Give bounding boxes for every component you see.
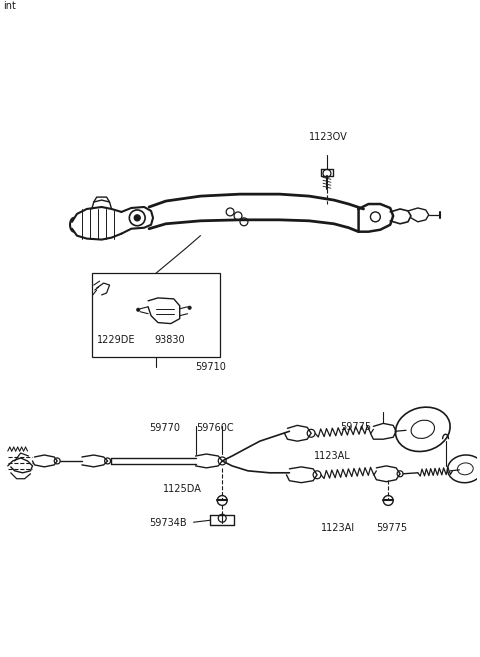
Circle shape bbox=[188, 306, 191, 309]
Text: 59775: 59775 bbox=[340, 422, 371, 432]
Text: 1123AL: 1123AL bbox=[314, 451, 351, 461]
Circle shape bbox=[134, 215, 140, 221]
Bar bbox=[92, 273, 220, 357]
Text: 59775: 59775 bbox=[376, 523, 408, 533]
Text: 93830: 93830 bbox=[154, 335, 185, 346]
Text: 1123AI: 1123AI bbox=[321, 523, 355, 533]
Text: 1123OV: 1123OV bbox=[309, 132, 348, 142]
Text: 59760C: 59760C bbox=[196, 423, 234, 434]
Text: int: int bbox=[3, 1, 16, 11]
Text: 1125DA: 1125DA bbox=[163, 484, 202, 493]
Text: 1229DE: 1229DE bbox=[96, 335, 135, 346]
Text: 59710: 59710 bbox=[195, 362, 226, 372]
Circle shape bbox=[137, 308, 140, 311]
Text: 59734B: 59734B bbox=[149, 518, 187, 528]
Text: 59770: 59770 bbox=[149, 423, 180, 434]
